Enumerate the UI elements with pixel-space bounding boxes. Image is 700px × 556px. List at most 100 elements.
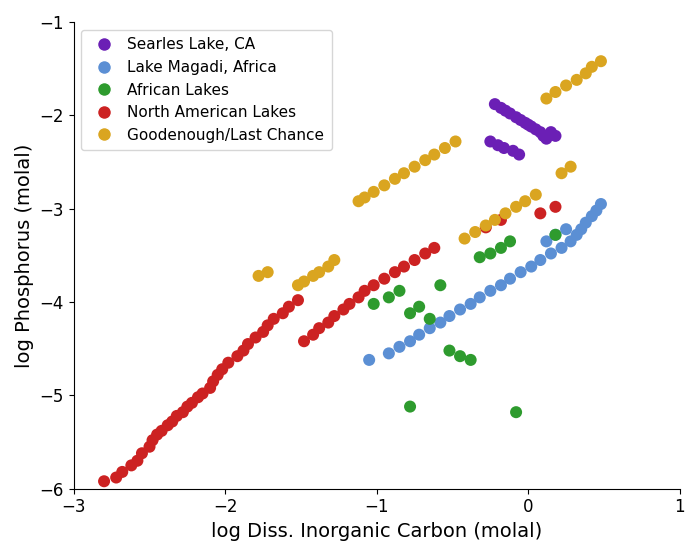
- Point: [182, 402, 193, 411]
- Point: [444, 311, 455, 320]
- Point: [505, 237, 516, 246]
- Point: [508, 146, 519, 155]
- Point: [156, 426, 167, 435]
- Point: [541, 134, 552, 143]
- Point: [510, 113, 522, 122]
- Point: [284, 302, 295, 311]
- Point: [389, 175, 400, 183]
- Point: [565, 162, 576, 171]
- Point: [535, 209, 546, 218]
- Point: [541, 94, 552, 103]
- Point: [515, 268, 526, 277]
- Point: [172, 411, 183, 420]
- Point: [474, 253, 485, 262]
- Point: [450, 137, 461, 146]
- Point: [484, 137, 496, 146]
- Point: [238, 346, 249, 355]
- Point: [526, 122, 537, 131]
- Point: [212, 370, 223, 379]
- Point: [435, 318, 446, 327]
- Point: [204, 384, 216, 393]
- Point: [293, 281, 304, 290]
- Point: [409, 256, 420, 265]
- Point: [480, 221, 491, 230]
- Point: [258, 327, 269, 336]
- Point: [556, 244, 567, 252]
- Point: [496, 281, 507, 290]
- Point: [550, 230, 561, 239]
- Point: [216, 365, 228, 374]
- Point: [484, 286, 496, 295]
- Point: [556, 169, 567, 178]
- Point: [197, 389, 208, 398]
- Point: [177, 408, 188, 416]
- Point: [405, 337, 416, 346]
- Point: [419, 249, 430, 258]
- Point: [253, 271, 264, 280]
- Point: [414, 302, 425, 311]
- Point: [470, 227, 481, 236]
- Point: [586, 212, 597, 221]
- Y-axis label: log Phosphorus (molal): log Phosphorus (molal): [15, 143, 34, 368]
- Point: [379, 181, 390, 190]
- Point: [405, 309, 416, 317]
- Point: [519, 197, 531, 206]
- Point: [565, 237, 576, 246]
- Point: [223, 358, 234, 367]
- Point: [368, 300, 379, 309]
- Point: [489, 100, 500, 108]
- Point: [394, 342, 405, 351]
- Point: [424, 314, 435, 323]
- Point: [465, 300, 476, 309]
- Point: [394, 286, 405, 295]
- Point: [193, 393, 204, 401]
- Point: [368, 187, 379, 196]
- Point: [571, 230, 582, 239]
- Point: [510, 408, 522, 416]
- Point: [505, 274, 516, 283]
- Point: [405, 402, 416, 411]
- Point: [440, 143, 451, 152]
- Point: [523, 120, 534, 129]
- Point: [459, 234, 470, 243]
- Point: [353, 293, 364, 302]
- Point: [535, 256, 546, 265]
- Legend: Searles Lake, CA, Lake Magadi, Africa, African Lakes, North American Lakes, Good: Searles Lake, CA, Lake Magadi, Africa, A…: [81, 29, 332, 151]
- Point: [428, 244, 440, 252]
- Point: [144, 442, 155, 451]
- Point: [500, 209, 511, 218]
- Point: [262, 268, 273, 277]
- Point: [232, 352, 243, 361]
- Point: [428, 150, 440, 159]
- Point: [498, 143, 510, 152]
- Point: [419, 156, 430, 165]
- Point: [561, 225, 572, 234]
- Point: [359, 193, 370, 202]
- Point: [298, 337, 309, 346]
- Point: [526, 262, 537, 271]
- Point: [586, 62, 597, 71]
- Point: [186, 399, 197, 408]
- Point: [207, 377, 218, 386]
- Point: [571, 76, 582, 85]
- Point: [379, 274, 390, 283]
- Point: [424, 324, 435, 332]
- Point: [329, 311, 340, 320]
- Point: [591, 206, 602, 215]
- Point: [550, 230, 561, 239]
- Point: [496, 103, 507, 112]
- Point: [162, 421, 174, 430]
- Point: [489, 215, 500, 224]
- Point: [359, 286, 370, 295]
- Point: [500, 106, 511, 115]
- X-axis label: log Diss. Inorganic Carbon (molal): log Diss. Inorganic Carbon (molal): [211, 522, 542, 541]
- Point: [329, 256, 340, 265]
- Point: [314, 268, 325, 277]
- Point: [541, 237, 552, 246]
- Point: [298, 277, 309, 286]
- Point: [314, 324, 325, 332]
- Point: [384, 349, 395, 358]
- Point: [242, 340, 253, 349]
- Point: [117, 468, 128, 476]
- Point: [307, 330, 318, 339]
